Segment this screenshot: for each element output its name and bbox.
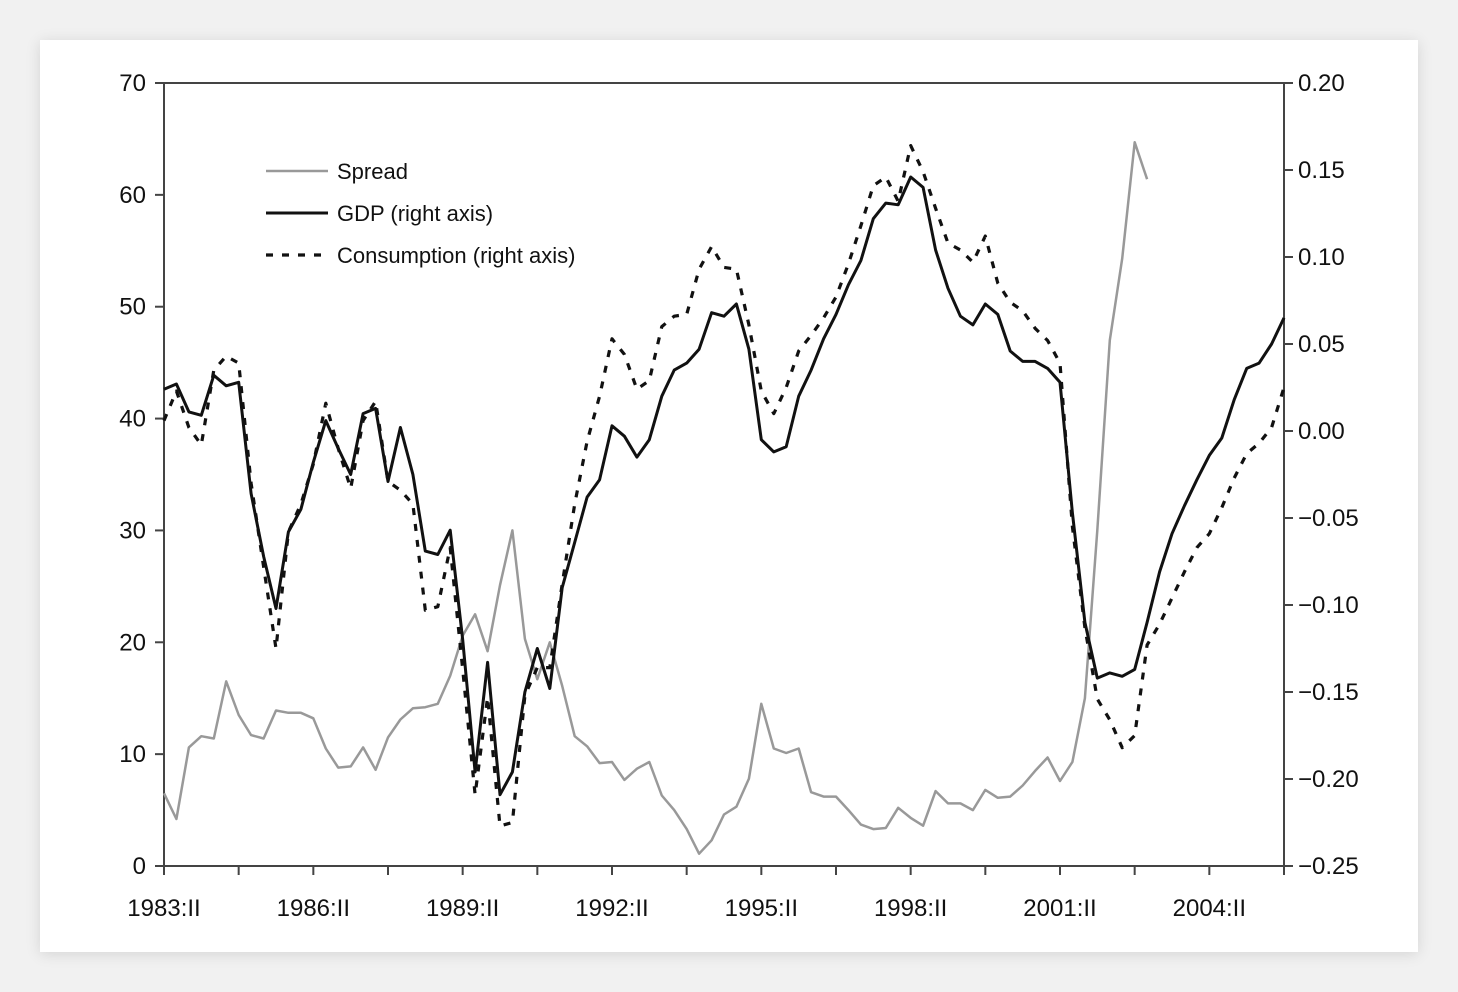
y-right-tick-label: −0.20 <box>1298 766 1359 793</box>
y-right-tick-label: 0.20 <box>1298 70 1345 97</box>
line-chart: 0 10 20 30 40 50 60 70 −0.25 −0.20 −0.15 −0.10 −0.05… <box>119 70 1358 922</box>
y-right-tick-label: −0.15 <box>1298 679 1359 706</box>
plot-frame <box>163 82 1285 867</box>
legend-item-spread: Spread <box>266 159 408 184</box>
gdp-line <box>163 175 1286 797</box>
y-right-tick-label: 0.00 <box>1298 418 1345 445</box>
x-tick-label: 1989:II <box>426 895 499 922</box>
x-tick-label: 1983:II <box>127 895 200 922</box>
y-right-tick-label: 0.15 <box>1298 157 1345 184</box>
y-left-tick-label: 0 <box>133 853 146 880</box>
y-left-tick-label: 10 <box>119 741 146 768</box>
x-tick-label: 2004:II <box>1173 895 1246 922</box>
x-tick-label: 1992:II <box>575 895 648 922</box>
y-right-tick-label: −0.25 <box>1298 853 1359 880</box>
legend: Spread GDP (right axis) Consumption (right… <box>266 159 575 268</box>
consumption-line <box>162 143 1286 828</box>
legend-item-consumption: Consumption (right axis) <box>266 243 575 268</box>
y-right-tick-label: −0.10 <box>1298 592 1359 619</box>
y-left-tick-label: 30 <box>119 517 146 544</box>
y-left-tick-label: 40 <box>119 406 146 433</box>
x-tick-label: 1998:II <box>874 895 947 922</box>
y-left-tick-label: 20 <box>119 629 146 656</box>
legend-label: Spread <box>337 159 408 184</box>
x-tick-label: 1995:II <box>725 895 798 922</box>
legend-label: GDP (right axis) <box>337 201 493 226</box>
legend-label: Consumption (right axis) <box>337 243 575 268</box>
y-right-tick-label: −0.05 <box>1298 505 1359 532</box>
spread-line <box>162 141 1149 855</box>
y-left-tick-label: 60 <box>119 182 146 209</box>
y-left-tick-label: 70 <box>119 70 146 97</box>
axes: 0 10 20 30 40 50 60 70 −0.25 −0.20 −0.15 −0.10 −0.05… <box>119 70 1358 922</box>
x-tick-label: 2001:II <box>1023 895 1096 922</box>
legend-item-gdp: GDP (right axis) <box>266 201 493 226</box>
y-left-tick-label: 50 <box>119 294 146 321</box>
y-right-tick-label: 0.10 <box>1298 244 1345 271</box>
chart-card: 0 10 20 30 40 50 60 70 −0.25 −0.20 −0.15 −0.10 −0.05… <box>40 40 1418 952</box>
series-lines <box>162 141 1286 855</box>
y-right-tick-label: 0.05 <box>1298 331 1345 358</box>
x-tick-label: 1986:II <box>277 895 350 922</box>
